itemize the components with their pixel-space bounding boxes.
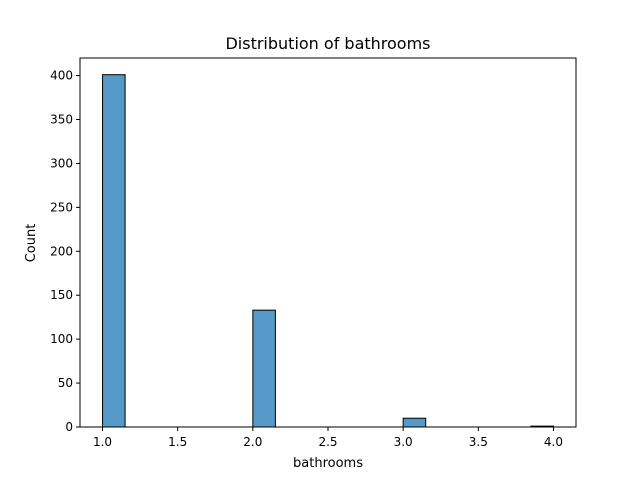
y-tick-label: 150 bbox=[50, 288, 73, 302]
x-axis-label: bathrooms bbox=[293, 456, 363, 471]
x-tick-label: 1.5 bbox=[168, 435, 187, 449]
plot-area: 1.0 1.5 2.0 2.5 3.0 3.5 4.0 0 50 100 150 200 250 300 3… bbox=[50, 57, 577, 449]
y-tick-label: 250 bbox=[50, 200, 73, 214]
y-tick-label: 300 bbox=[50, 156, 73, 170]
x-tick-label: 2.0 bbox=[243, 435, 262, 449]
y-tick-label: 0 bbox=[65, 420, 73, 434]
histogram-bar-2 bbox=[402, 417, 427, 428]
chart-title: Distribution of bathrooms bbox=[225, 34, 430, 53]
histogram-bar-0 bbox=[102, 74, 126, 428]
y-axis-label: Count bbox=[24, 224, 39, 263]
histogram-bar-1 bbox=[252, 309, 276, 428]
y-tick-label: 350 bbox=[50, 113, 73, 127]
x-tick-label: 3.5 bbox=[469, 435, 488, 449]
y-tick-label: 200 bbox=[50, 244, 73, 258]
y-tick-label: 400 bbox=[50, 69, 73, 83]
plot-frame bbox=[79, 57, 577, 428]
x-tick-label: 3.0 bbox=[394, 435, 413, 449]
x-tick-label: 1.0 bbox=[93, 435, 112, 449]
x-tick-label: 2.5 bbox=[318, 435, 337, 449]
x-tick-label: 4.0 bbox=[544, 435, 563, 449]
y-tick-label: 100 bbox=[50, 332, 73, 346]
y-tick-label: 50 bbox=[58, 376, 73, 390]
